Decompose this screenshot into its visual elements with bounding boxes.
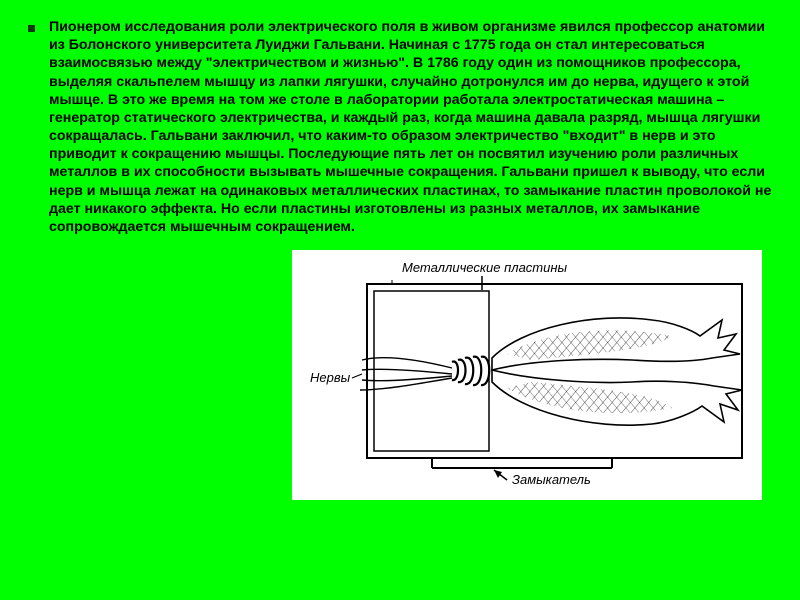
diagram-svg bbox=[292, 250, 762, 500]
bullet-marker bbox=[28, 25, 35, 32]
galvani-diagram: Металлические пластины Нервы Замыкатель bbox=[292, 250, 762, 500]
bullet-block: Пионером исследования роли электрическог… bbox=[28, 18, 772, 236]
diagram-container: Металлические пластины Нервы Замыкатель bbox=[28, 250, 772, 500]
main-paragraph: Пионером исследования роли электрическог… bbox=[49, 18, 772, 236]
